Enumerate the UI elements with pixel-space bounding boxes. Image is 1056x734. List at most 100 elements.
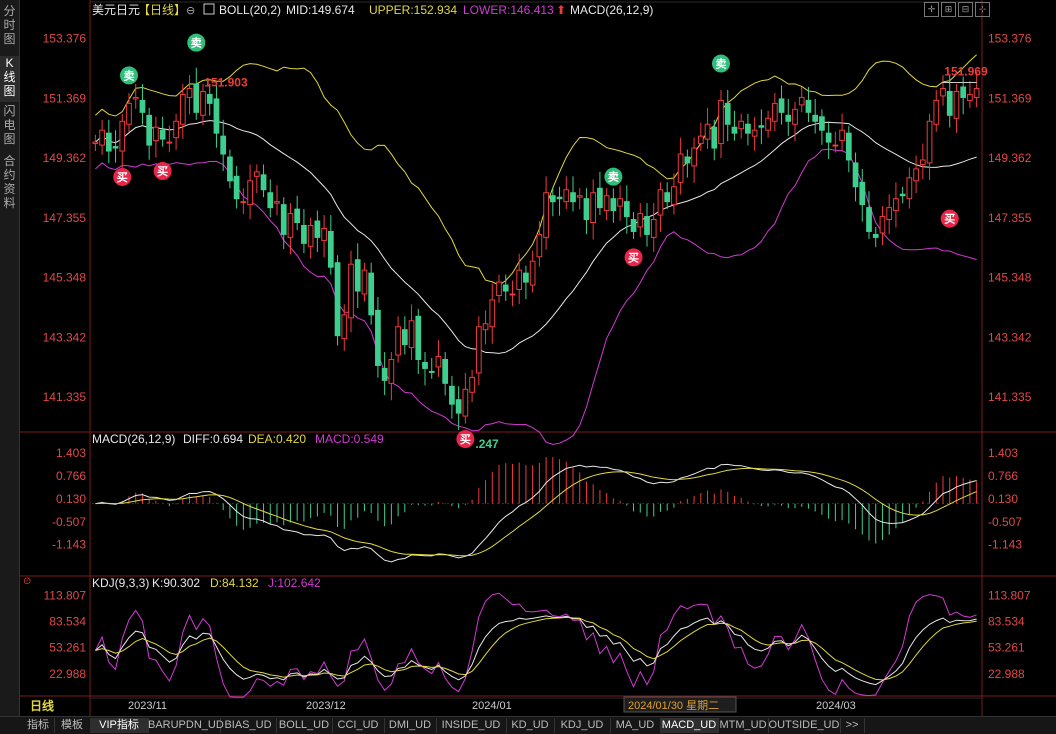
zoom-in-icon[interactable]: ⊞ — [941, 2, 956, 17]
candle-body — [132, 96, 139, 100]
candle-body — [724, 102, 731, 125]
candle-body — [913, 168, 919, 182]
tab-barupdnud[interactable]: BARUPDN_UD — [148, 718, 224, 733]
candle-body — [637, 213, 644, 228]
candle-body — [845, 132, 852, 161]
tab-maud[interactable]: MA_UD — [610, 718, 661, 733]
y-tick-label-right: 141.335 — [988, 390, 1032, 404]
candle-body — [933, 99, 940, 125]
tab-kdjud[interactable]: KDJ_UD — [554, 718, 611, 733]
buy-signal-text: 买 — [460, 433, 471, 446]
buy-signal-badge — [624, 248, 643, 267]
zoom-out-icon[interactable]: ⊟ — [958, 2, 973, 17]
sidebar-item-timeshare[interactable]: 分时图 — [3, 4, 16, 46]
tab-outsideud[interactable]: OUTSIDE_UD — [768, 718, 841, 733]
macd-tick-label-right: 0.766 — [988, 469, 1018, 483]
candle-body — [751, 129, 758, 137]
candle-body — [475, 326, 482, 374]
boll-lines — [95, 54, 977, 445]
candle-body — [267, 192, 274, 209]
move-icon[interactable]: ✛ — [924, 2, 939, 17]
tab->>[interactable]: >> — [840, 718, 865, 733]
candle-body — [428, 370, 435, 373]
candle-body — [469, 376, 475, 393]
candle-body — [327, 230, 334, 268]
candle-body — [321, 227, 327, 241]
candle-body — [563, 189, 570, 203]
date-label-mar: 2024/03 — [816, 700, 856, 712]
sidebar-item-contract-info[interactable]: 合约资料 — [3, 154, 16, 210]
candle-body — [186, 87, 193, 98]
candle-body — [247, 180, 253, 206]
y-tick-label-left: 149.362 — [43, 151, 87, 165]
macd-tick-label-left: -1.143 — [52, 538, 86, 552]
candle-body — [758, 125, 765, 128]
tab-kdud[interactable]: KD_UD — [506, 718, 555, 733]
candle-body — [765, 117, 771, 131]
macd-tick-label-right: -0.507 — [988, 515, 1022, 529]
candle-body — [381, 367, 388, 381]
macd-dea-value: DEA:0.420 — [248, 432, 306, 446]
tab-insideud[interactable]: INSIDE_UD — [436, 718, 507, 733]
kline-chart[interactable]: 153.376 153.376 151.369 151.369 149.362 149.3… — [20, 0, 1056, 716]
tab-mtmud[interactable]: MTM_UD — [718, 718, 769, 733]
kdj-k-line — [95, 615, 977, 686]
macd-header-label: MACD(26,12,9) — [570, 3, 653, 17]
boll-upper: UPPER:152.934 — [369, 3, 457, 17]
kdj-tick-label-right: 83.534 — [988, 615, 1025, 629]
buy-signal-text: 买 — [944, 213, 955, 226]
chart-area[interactable]: 153.376 153.376 151.369 151.369 149.362 149.3… — [20, 0, 1056, 716]
boll-lower-line — [95, 148, 977, 445]
tab-biasud[interactable]: BIAS_UD — [220, 718, 277, 733]
kdj-settings-icon[interactable]: ⊙ — [23, 576, 31, 587]
macd-diff-value: DIFF:0.694 — [183, 432, 243, 446]
sell-signal-text: 卖 — [716, 57, 727, 71]
buy-signal-text: 买 — [157, 165, 168, 178]
candle-body — [307, 224, 314, 247]
candle-body — [368, 272, 375, 316]
kdj-j-value: J:102.642 — [268, 576, 321, 590]
tab-[interactable]: 模板 — [54, 718, 91, 733]
candle-body — [684, 156, 691, 164]
settings-circle-icon[interactable]: ⊖ — [186, 5, 195, 17]
sidebar-item-flash[interactable]: 闪电图 — [3, 104, 16, 146]
candle-body — [697, 135, 704, 145]
candle-body — [805, 99, 812, 113]
macd-tick-label-right: -1.143 — [988, 538, 1022, 552]
candle-body — [462, 388, 469, 417]
candle-body — [597, 187, 603, 209]
indicator-tab-bar: 指标 模板 VIP指标 BARUPDN_UD BIAS_UD BOLL_UD CCI_UD D… — [0, 716, 1056, 734]
sell-signal-badge — [120, 66, 138, 85]
candle-body — [179, 93, 186, 125]
tab-dmiud[interactable]: DMI_UD — [384, 718, 437, 733]
candle-body — [536, 233, 543, 258]
y-tick-label-left: 143.342 — [43, 330, 87, 344]
candle-body — [570, 192, 576, 203]
kdj-d-line — [95, 616, 977, 681]
tab-cciud[interactable]: CCI_UD — [332, 718, 385, 733]
tab-[interactable]: 指标 — [22, 718, 55, 733]
tab-macdud[interactable]: MACD_UD — [660, 718, 719, 733]
sidebar-item-kline[interactable]: K线图 — [0, 56, 19, 102]
cursor-date-label: 2024/01/30 星期二 — [628, 699, 719, 712]
candle-body — [832, 144, 839, 147]
y-tick-label-left: 147.355 — [43, 211, 87, 225]
candle-body — [953, 90, 960, 119]
tab-vip[interactable]: VIP指标 — [90, 718, 149, 733]
candle-body — [677, 153, 684, 183]
candle-body — [523, 272, 529, 283]
candle-body — [173, 120, 179, 139]
kdj-tick-label-left: 22.988 — [49, 667, 86, 681]
candle-body — [798, 96, 805, 106]
y-tick-label-right: 143.342 — [988, 330, 1032, 344]
macd-tick-label-left: -0.507 — [52, 515, 86, 529]
candle-body — [718, 99, 724, 145]
crosshair-icon[interactable]: ⊹ — [975, 2, 990, 17]
y-tick-label-right: 147.355 — [988, 211, 1032, 225]
period-tag: 【日线】 — [138, 3, 186, 17]
kdj-tick-label-left: 53.261 — [49, 641, 86, 655]
boll-toggle-icon[interactable] — [203, 3, 215, 15]
macd-title: MACD(26,12,9) — [92, 432, 175, 446]
tab-bollud[interactable]: BOLL_UD — [276, 718, 333, 733]
